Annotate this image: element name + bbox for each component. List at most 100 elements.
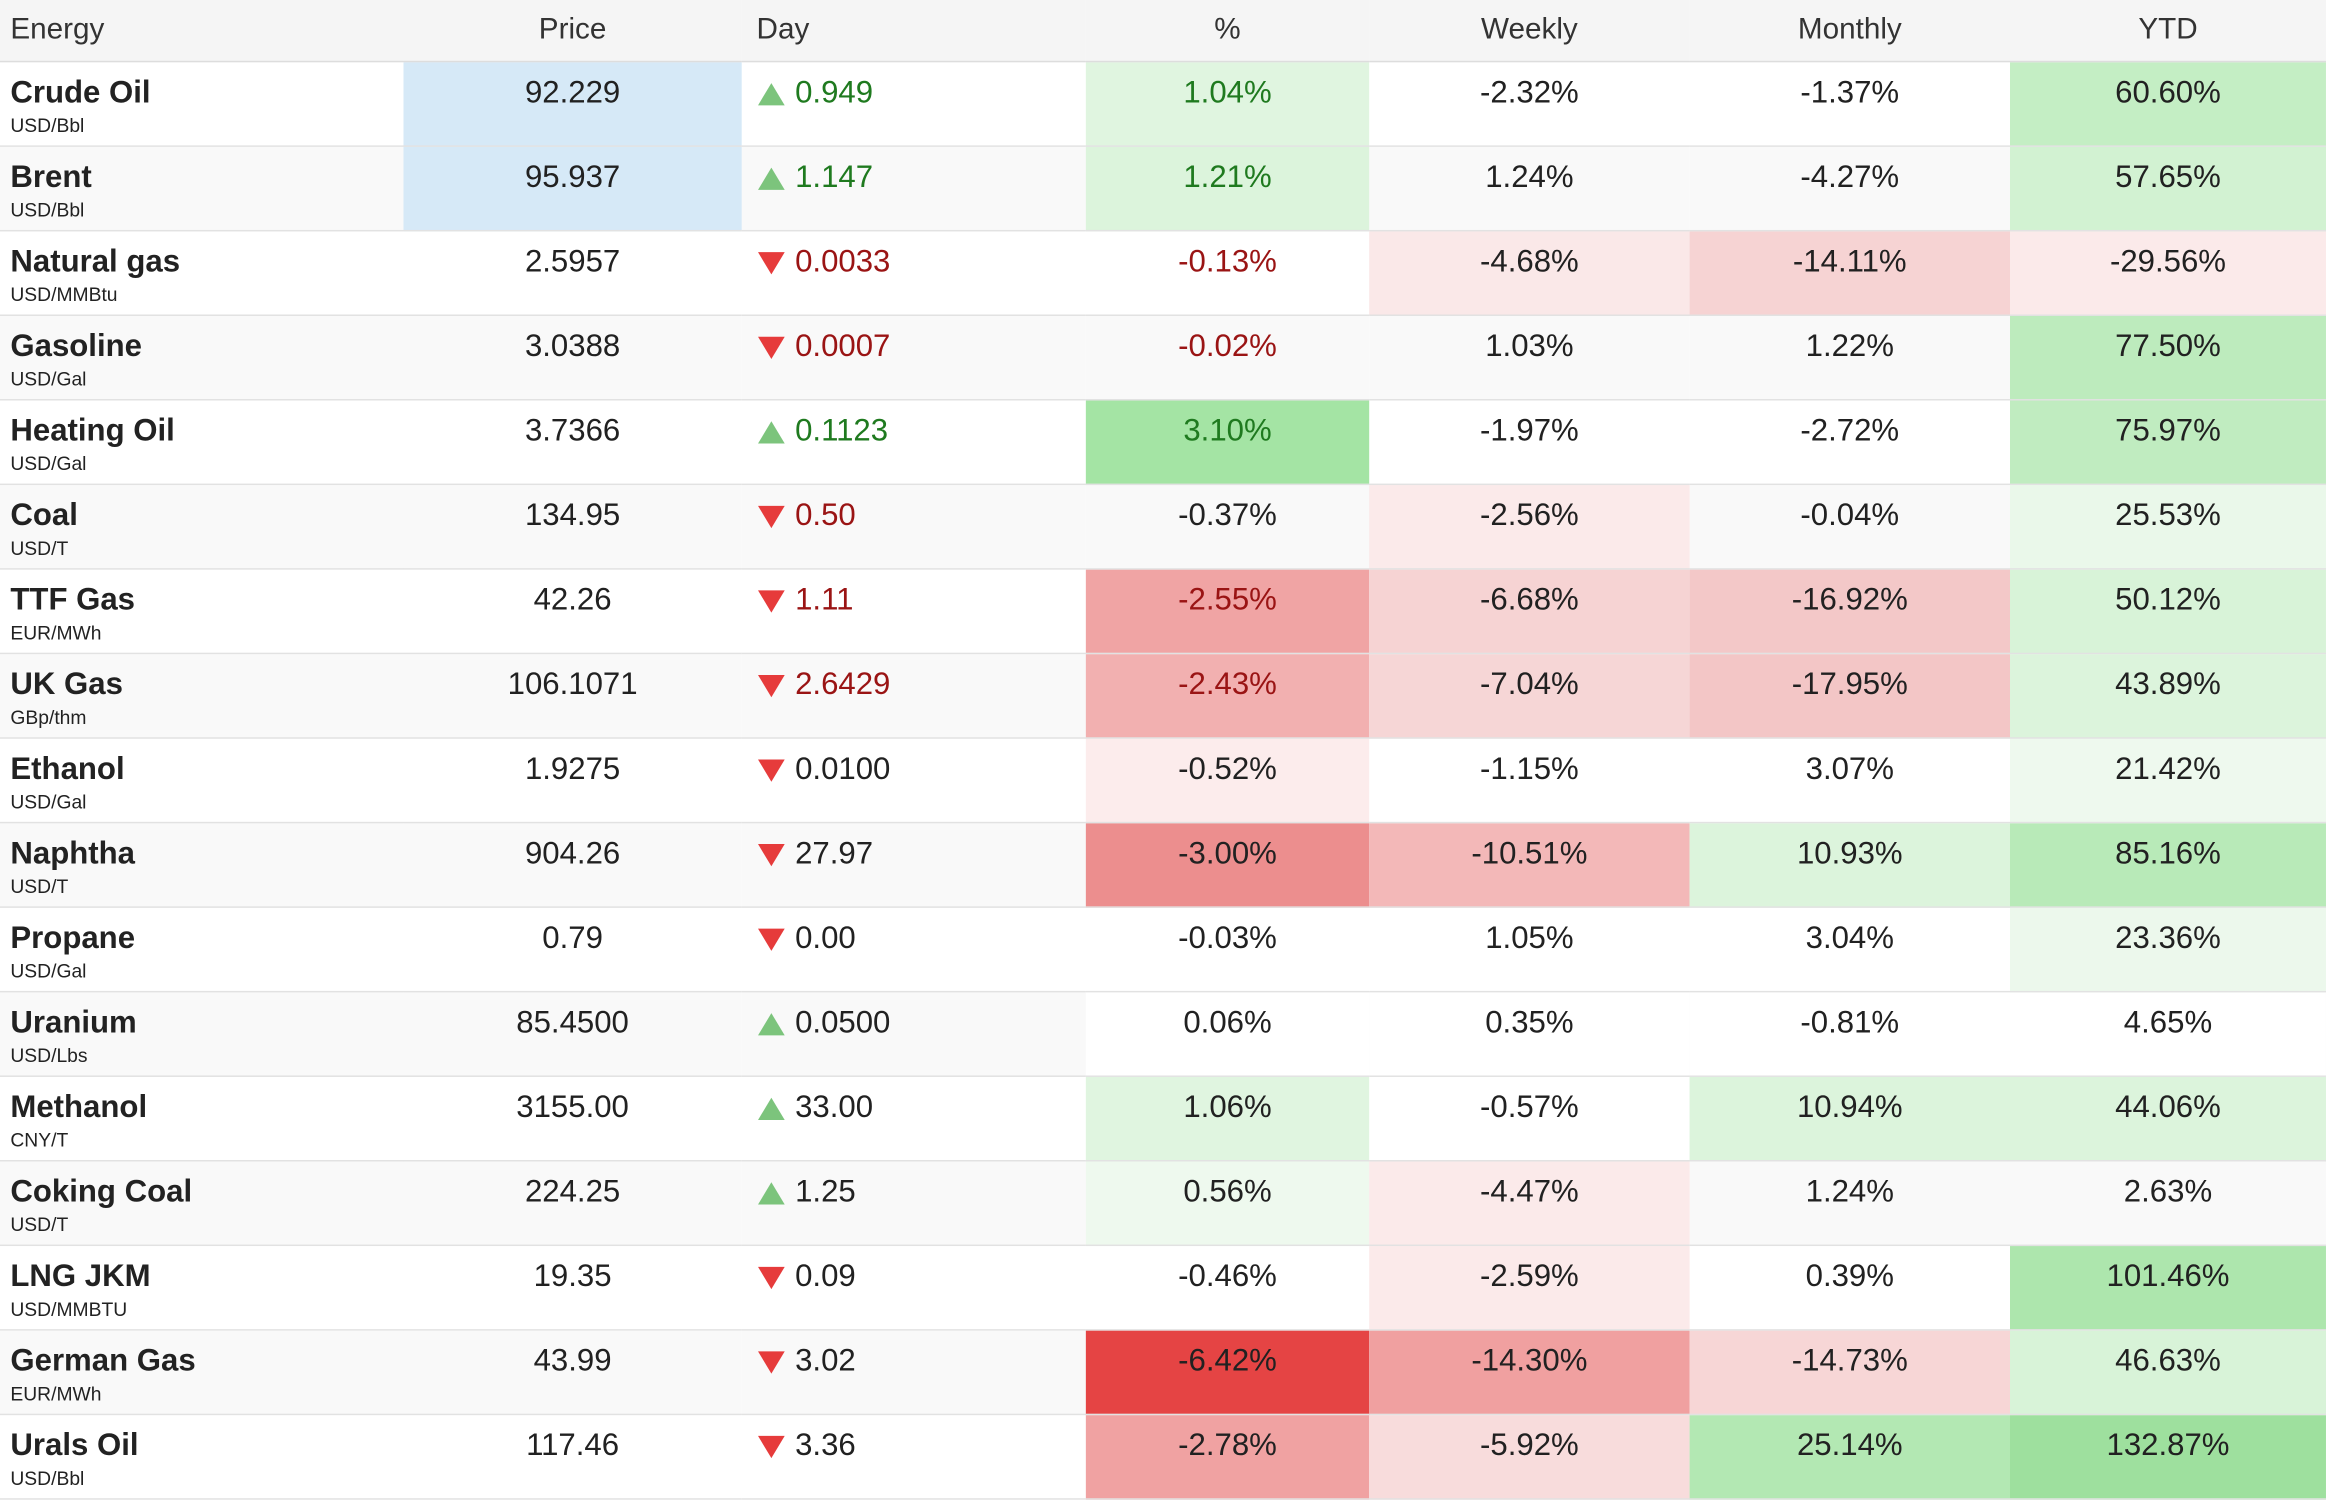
monthly-cell: 1.22% [1689, 315, 2011, 401]
table-header: Energy Price Day % Weekly Monthly YTD [0, 0, 2326, 63]
header-percent[interactable]: % [1085, 0, 1370, 63]
commodity-name[interactable]: German Gas [10, 1343, 196, 1379]
commodity-name[interactable]: Urals Oil [10, 1428, 139, 1463]
monthly-cell: -14.73% [1689, 1329, 2011, 1416]
monthly-value: 1.22% [1805, 329, 1894, 364]
commodity-cell[interactable]: Uranium USD/Lbs [0, 991, 404, 1077]
table-row[interactable]: Coking Coal USD/T 224.25 1.25 0.56% -4.47% 1.2… [0, 1160, 2326, 1247]
table-row[interactable]: Propane USD/Gal 0.79 0.00 -0.03% 1.05% 3.04% 23… [0, 907, 2326, 993]
down-arrow-icon [758, 843, 785, 866]
commodity-name[interactable]: Gasoline [10, 329, 142, 364]
commodity-cell[interactable]: Methanol CNY/T [0, 1076, 404, 1162]
weekly-value: -6.68% [1480, 582, 1579, 618]
day-change-cell: 0.50 [741, 484, 1086, 570]
down-arrow-icon [758, 1266, 785, 1289]
commodity-name[interactable]: UK Gas [10, 667, 123, 702]
ytd-cell: 4.65% [2010, 991, 2326, 1077]
ytd-value: 46.63% [2115, 1343, 2221, 1379]
table-row[interactable]: UK Gas GBp/thm 106.1071 2.6429 -2.43% -7.04% -… [0, 653, 2326, 739]
header-day[interactable]: Day [741, 0, 1086, 63]
table-row[interactable]: TTF Gas EUR/MWh 42.26 1.11 -2.55% -6.68% -16.9… [0, 568, 2326, 655]
percent-cell: 1.21% [1085, 146, 1370, 232]
commodity-cell[interactable]: Ethanol USD/Gal [0, 737, 404, 824]
header-ytd[interactable]: YTD [2010, 0, 2326, 63]
percent-value: -6.42% [1178, 1343, 1277, 1379]
price-value: 3155.00 [516, 1090, 629, 1125]
table-row[interactable]: LNG JKM USD/MMBTU 19.35 0.09 -0.46% -2.59% 0.3… [0, 1245, 2326, 1331]
monthly-cell: -16.92% [1689, 568, 2011, 655]
price-cell: 134.95 [403, 484, 742, 570]
table-row[interactable]: Ethanol USD/Gal 1.9275 0.0100 -0.52% -1.15% 3.… [0, 737, 2326, 824]
up-arrow-icon [758, 1096, 785, 1120]
commodity-name[interactable]: Natural gas [10, 244, 181, 279]
commodity-cell[interactable]: Urals Oil USD/Bbl [0, 1414, 404, 1500]
table-row[interactable]: Crude Oil USD/Bbl 92.229 0.949 1.04% -2.32% -1… [0, 61, 2326, 147]
price-value: 117.46 [526, 1428, 620, 1463]
monthly-cell: 10.93% [1689, 822, 2011, 908]
table-row[interactable]: Coal USD/T 134.95 0.50 -0.37% -2.56% -0.04% 25.… [0, 484, 2326, 570]
commodity-name[interactable]: Heating Oil [10, 413, 175, 448]
table-row[interactable]: Uranium USD/Lbs 85.4500 0.0500 0.06% 0.35% -0.… [0, 991, 2326, 1077]
ytd-value: 4.65% [2123, 1005, 2213, 1040]
commodity-cell[interactable]: Gasoline USD/Gal [0, 315, 404, 401]
commodity-name[interactable]: Coking Coal [10, 1174, 193, 1209]
commodity-cell[interactable]: Crude Oil USD/Bbl [0, 61, 404, 147]
table-row[interactable]: Methanol CNY/T 3155.00 33.00 1.06% -0.57% 10.9… [0, 1076, 2326, 1162]
commodity-cell[interactable]: TTF Gas EUR/MWh [0, 568, 404, 655]
weekly-cell: -1.15% [1369, 737, 1690, 824]
commodity-cell[interactable]: LNG JKM USD/MMBTU [0, 1245, 404, 1331]
down-arrow-icon [758, 927, 785, 951]
table-row[interactable]: Heating Oil USD/Gal 3.7366 0.1123 3.10% -1.97… [0, 399, 2326, 486]
commodity-cell[interactable]: Coking Coal USD/T [0, 1160, 404, 1247]
weekly-value: -2.59% [1480, 1259, 1579, 1294]
table-row[interactable]: Naphtha USD/T 904.26 27.97 -3.00% -10.51% 10.9… [0, 822, 2326, 908]
price-cell: 1.9275 [403, 737, 742, 824]
commodity-cell[interactable]: Naphtha USD/T [0, 822, 404, 908]
commodity-cell[interactable]: Brent USD/Bbl [0, 146, 404, 232]
commodity-cell[interactable]: German Gas EUR/MWh [0, 1329, 404, 1416]
commodity-name[interactable]: Propane [10, 921, 136, 956]
commodity-name[interactable]: Brent [10, 160, 92, 195]
commodity-cell[interactable]: Natural gas USD/MMBtu [0, 230, 404, 316]
commodity-name[interactable]: Crude Oil [10, 75, 151, 110]
commodity-unit: USD/Gal [10, 790, 87, 813]
price-value: 42.26 [533, 582, 612, 618]
price-cell: 19.35 [403, 1245, 742, 1331]
commodity-cell[interactable]: Propane USD/Gal [0, 907, 404, 993]
table-row[interactable]: German Gas EUR/MWh 43.99 3.02 -6.42% -14.30% -… [0, 1329, 2326, 1416]
monthly-value: -2.72% [1800, 413, 1900, 448]
header-energy[interactable]: Energy [0, 0, 404, 63]
commodity-name[interactable]: Methanol [10, 1090, 148, 1125]
header-price[interactable]: Price [403, 0, 742, 63]
header-weekly[interactable]: Weekly [1369, 0, 1690, 63]
commodity-name[interactable]: TTF Gas [10, 582, 136, 618]
day-change-cell: 0.949 [741, 61, 1086, 147]
percent-value: -0.37% [1178, 498, 1277, 533]
commodity-unit: USD/MMBtu [10, 283, 118, 306]
percent-cell: -0.13% [1085, 230, 1370, 316]
commodity-unit: USD/Gal [10, 959, 87, 983]
monthly-cell: -1.37% [1689, 61, 2011, 147]
up-arrow-icon [758, 1181, 785, 1204]
monthly-cell: 1.24% [1689, 1160, 2011, 1247]
commodity-cell[interactable]: Heating Oil USD/Gal [0, 399, 404, 486]
weekly-cell: -2.56% [1369, 484, 1690, 570]
header-monthly[interactable]: Monthly [1689, 0, 2011, 63]
weekly-value: 1.24% [1485, 160, 1574, 195]
up-arrow-icon [758, 82, 785, 105]
commodity-cell[interactable]: UK Gas GBp/thm [0, 653, 404, 739]
table-row[interactable]: Natural gas USD/MMBtu 2.5957 0.0033 -0.13% -4… [0, 230, 2326, 316]
commodity-cell[interactable]: Coal USD/T [0, 484, 404, 570]
weekly-value: -2.32% [1480, 75, 1579, 110]
commodity-name[interactable]: Naphtha [10, 836, 135, 871]
table-row[interactable]: Brent USD/Bbl 95.937 1.147 1.21% 1.24% -4.27% 5… [0, 146, 2326, 232]
table-row[interactable]: Urals Oil USD/Bbl 117.46 3.36 -2.78% -5.92% 25… [0, 1414, 2326, 1500]
table-row[interactable]: Gasoline USD/Gal 3.0388 0.0007 -0.02% 1.03% 1.… [0, 315, 2326, 401]
price-value: 19.35 [533, 1259, 612, 1294]
commodity-name[interactable]: LNG JKM [10, 1259, 151, 1294]
commodity-name[interactable]: Ethanol [10, 752, 125, 787]
ytd-value: 23.36% [2115, 921, 2221, 956]
weekly-cell: -10.51% [1369, 822, 1690, 908]
commodity-name[interactable]: Uranium [10, 1005, 137, 1040]
commodity-name[interactable]: Coal [10, 498, 78, 533]
